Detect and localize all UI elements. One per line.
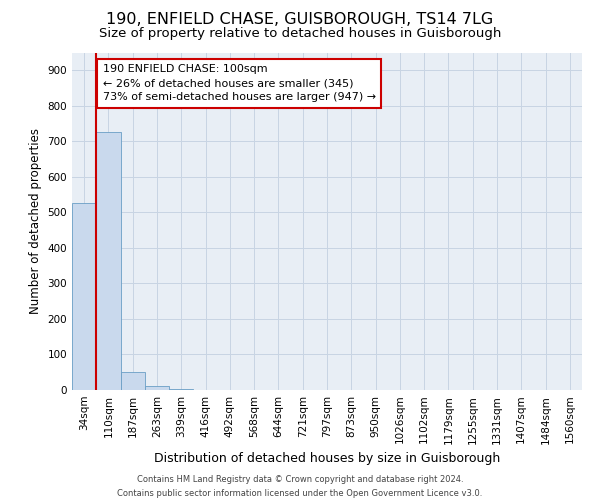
X-axis label: Distribution of detached houses by size in Guisborough: Distribution of detached houses by size …: [154, 452, 500, 465]
Bar: [145, 386, 169, 390]
Y-axis label: Number of detached properties: Number of detached properties: [29, 128, 42, 314]
Text: 190 ENFIELD CHASE: 100sqm
← 26% of detached houses are smaller (345)
73% of semi: 190 ENFIELD CHASE: 100sqm ← 26% of detac…: [103, 64, 376, 102]
Text: Contains HM Land Registry data © Crown copyright and database right 2024.
Contai: Contains HM Land Registry data © Crown c…: [118, 476, 482, 498]
Text: Size of property relative to detached houses in Guisborough: Size of property relative to detached ho…: [99, 28, 501, 40]
Text: 190, ENFIELD CHASE, GUISBOROUGH, TS14 7LG: 190, ENFIELD CHASE, GUISBOROUGH, TS14 7L…: [106, 12, 494, 28]
Bar: [121, 372, 145, 390]
Bar: [72, 204, 96, 390]
Bar: [96, 132, 121, 390]
